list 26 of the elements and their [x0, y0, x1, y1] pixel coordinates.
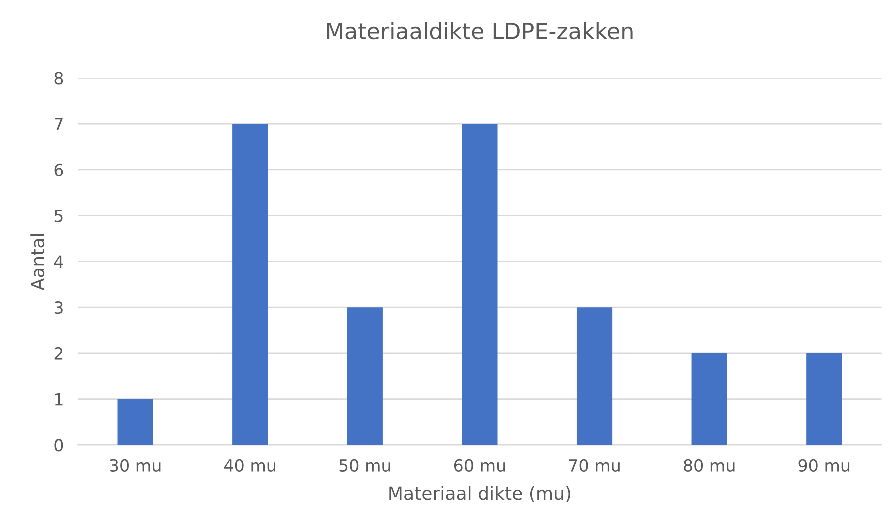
y-tick-label: 3: [54, 302, 63, 314]
x-tick-label: 50 mu: [340, 459, 390, 472]
y-axis-title: Aantal: [30, 234, 45, 291]
bar: [232, 124, 268, 446]
y-tick-label: 4: [54, 256, 64, 268]
y-tick-label: 1: [55, 394, 63, 406]
y-tick-label: 7: [55, 118, 63, 130]
y-tick-label: 6: [54, 164, 64, 177]
x-tick-label: 60 mu: [454, 459, 506, 472]
bar: [692, 353, 728, 446]
x-tick-label: 40 mu: [224, 459, 276, 472]
y-tick-label: 5: [54, 210, 63, 222]
x-tick-label: 30 mu: [110, 459, 161, 472]
y-tick-label: 8: [54, 72, 64, 85]
bar: [347, 308, 383, 446]
y-tick-label: 2: [54, 347, 63, 360]
bar: [462, 124, 498, 446]
chart-title: Materiaaldikte LDPE-zakken: [327, 22, 633, 40]
x-axis-title: Materiaal dikte (mu): [390, 486, 570, 502]
bar: [806, 353, 842, 446]
y-tick-label: 0: [54, 439, 64, 452]
x-tick-label: 70 mu: [569, 459, 620, 472]
bar: [118, 399, 154, 446]
bar: [576, 308, 613, 446]
x-tick-label: 90 mu: [798, 459, 850, 472]
x-tick-label: 80 mu: [684, 459, 735, 472]
